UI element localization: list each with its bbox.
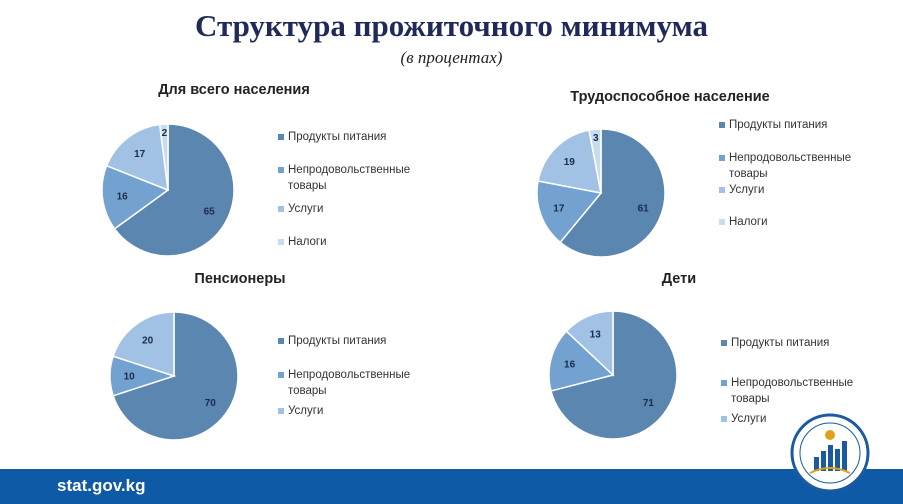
data-label-non-food-goods: 10 — [124, 372, 136, 383]
chart-legend: Продукты питания Непродовольственные това… — [719, 117, 879, 247]
legend-swatch — [278, 372, 284, 378]
legend-swatch — [719, 155, 725, 161]
legend-swatch — [278, 338, 284, 344]
data-label-food: 61 — [638, 204, 650, 215]
chart-legend: Продукты питания Непродовольственные това… — [278, 333, 438, 433]
legend-label: Услуги — [288, 203, 324, 215]
legend-label: Продукты питания — [729, 119, 828, 131]
pie-slice-services — [112, 311, 175, 378]
data-label-non-food-goods: 16 — [564, 359, 576, 370]
legend-label: Непродовольственные товары — [288, 164, 411, 192]
legend-label: Налоги — [729, 216, 768, 228]
legend-swatch — [721, 416, 727, 422]
legend-item-non-food-goods: Непродовольственные товары — [278, 367, 428, 399]
data-label-food: 65 — [204, 206, 216, 217]
chart-legend: Продукты питания Непродовольственные това… — [278, 129, 438, 259]
legend-item-food: Продукты питания — [721, 335, 871, 351]
data-label-taxes: 3 — [593, 133, 599, 144]
pie-slice-food — [113, 123, 235, 257]
legend-swatch — [278, 167, 284, 173]
chart-legend: Продукты питания Непродовольственные това… — [721, 335, 881, 435]
legend-swatch — [278, 408, 284, 414]
legend-label: Продукты питания — [731, 337, 830, 349]
legend-item-non-food-goods: Непродовольственные товары — [719, 150, 869, 182]
data-label-food: 70 — [205, 398, 217, 409]
pie-slice-non-food-goods — [101, 164, 170, 230]
data-label-taxes: 2 — [162, 128, 168, 139]
legend-label: Непродовольственные товары — [288, 369, 411, 397]
legend-label: Продукты питания — [288, 131, 387, 143]
legend-item-food: Продукты питания — [278, 333, 428, 349]
legend-label: Налоги — [288, 236, 327, 248]
page-subtitle: (в процентах) — [400, 48, 503, 67]
data-label-non-food-goods: 17 — [553, 204, 565, 215]
chart-title: Дети — [661, 271, 697, 287]
legend-swatch — [278, 206, 284, 212]
pie-slice-services — [537, 129, 602, 194]
legend-item-taxes: Налоги — [278, 234, 428, 250]
pie-slice-non-food-goods — [548, 330, 615, 392]
legend-item-services: Услуги — [278, 403, 428, 419]
data-label-services: 20 — [142, 335, 154, 346]
data-label-food: 71 — [643, 398, 655, 409]
data-label-non-food-goods: 16 — [117, 191, 129, 202]
legend-swatch — [719, 122, 725, 128]
pie-slice-services — [105, 123, 169, 192]
legend-item-taxes: Налоги — [719, 214, 869, 230]
legend-label: Непродовольственные товары — [731, 377, 854, 405]
pie-slice-taxes — [588, 128, 602, 194]
chart-title: Трудоспособное население — [570, 89, 770, 105]
footer-bar: stat.gov.kg — [0, 469, 903, 504]
legend-item-services: Услуги — [278, 201, 428, 217]
pie-slice-non-food-goods — [536, 180, 603, 244]
legend-swatch — [719, 219, 725, 225]
legend-item-food: Продукты питания — [278, 129, 428, 145]
legend-label: Услуги — [729, 184, 765, 196]
legend-label: Непродовольственные товары — [729, 152, 852, 180]
page-title: Структура прожиточного минимума — [195, 8, 708, 43]
data-label-services: 19 — [564, 157, 576, 168]
legend-item-services: Услуги — [719, 182, 869, 198]
legend-swatch — [278, 239, 284, 245]
legend-swatch — [721, 340, 727, 346]
chart-title: Пенсионеры — [194, 271, 286, 287]
data-label-services: 13 — [590, 329, 602, 340]
pie-slice-food — [559, 128, 666, 258]
legend-swatch — [719, 187, 725, 193]
legend-item-services: Услуги — [721, 411, 871, 427]
pie-slice-taxes — [158, 123, 169, 191]
legend-label: Услуги — [288, 405, 324, 417]
pie-slice-services — [565, 310, 614, 377]
legend-swatch — [278, 134, 284, 140]
legend-swatch — [721, 380, 727, 386]
site-link[interactable]: stat.gov.kg — [57, 476, 146, 495]
data-label-services: 17 — [134, 149, 146, 160]
statistics-committee-emblem-icon — [790, 413, 870, 493]
legend-item-non-food-goods: Непродовольственные товары — [721, 375, 871, 407]
chart-title: Для всего населения — [158, 82, 310, 98]
legend-label: Услуги — [731, 413, 767, 425]
legend-label: Продукты питания — [288, 335, 387, 347]
legend-item-food: Продукты питания — [719, 117, 869, 133]
legend-item-non-food-goods: Непродовольственные товары — [278, 162, 428, 194]
